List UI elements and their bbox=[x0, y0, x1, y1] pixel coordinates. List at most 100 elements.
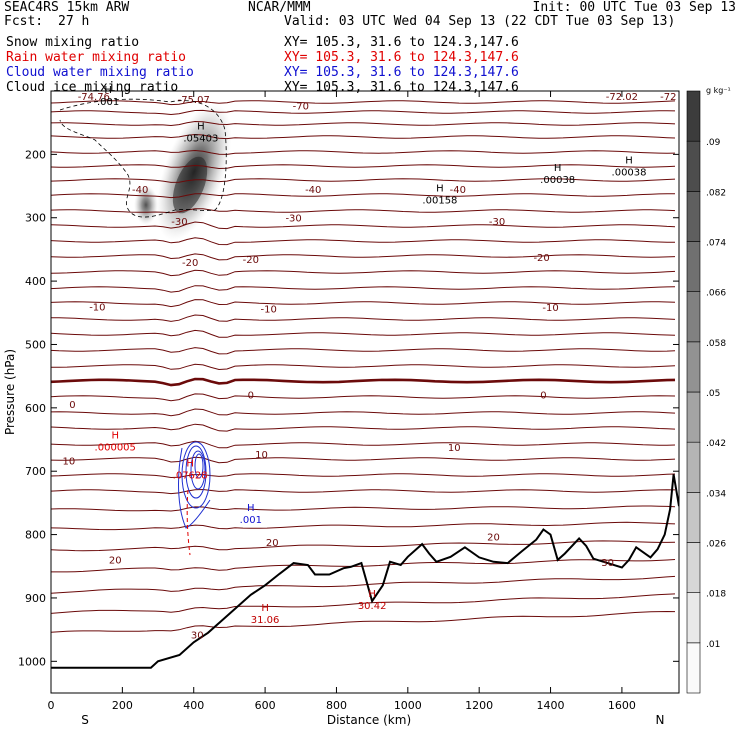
y-tick-label: 500 bbox=[25, 338, 46, 351]
org-label: NCAR/MMM bbox=[248, 0, 311, 15]
isoline bbox=[51, 109, 676, 116]
isotherm-label: 20 bbox=[266, 538, 279, 549]
isoline bbox=[51, 473, 676, 479]
max-marker-h: H bbox=[261, 603, 269, 614]
colorbar-unit: g kg⁻¹ bbox=[706, 86, 731, 95]
maxima-labels: H.05403H.00158H.00038H.00038H.001H.00000… bbox=[95, 85, 647, 626]
y-tick-label: 600 bbox=[25, 402, 46, 415]
cloud-water-contours bbox=[178, 441, 211, 556]
cloud-ice-contour bbox=[59, 98, 227, 218]
colorbar-label: .074 bbox=[706, 239, 726, 249]
field-xy-cloud-water: XY= 105.3, 31.6 to 124.3,147.6 bbox=[284, 65, 519, 80]
field-label-snow: Snow mixing ratio bbox=[6, 35, 140, 50]
init-time: Init: 00 UTC Tue 03 Sep 13 bbox=[532, 0, 737, 15]
isoline bbox=[51, 299, 676, 308]
isotherm-label: -10 bbox=[542, 303, 558, 314]
colorbar-swatch bbox=[686, 191, 701, 242]
max-marker-h: H bbox=[554, 163, 562, 174]
isotherm-label: -72 bbox=[660, 92, 676, 103]
isoline bbox=[51, 377, 676, 387]
colorbar-label: .026 bbox=[706, 540, 726, 550]
colorbar-label: .018 bbox=[706, 590, 726, 600]
x-tick-label: 800 bbox=[326, 699, 347, 712]
max-value-label: .05403 bbox=[183, 133, 218, 144]
colorbar-swatch bbox=[686, 241, 701, 292]
isoline bbox=[51, 610, 676, 633]
isoline bbox=[51, 164, 676, 170]
isotherm-label: 0 bbox=[69, 400, 75, 411]
isotherm-label: -30 bbox=[489, 217, 505, 228]
isotherm-label: -30 bbox=[171, 217, 187, 228]
x-axis-label: Distance (km) bbox=[327, 713, 411, 727]
snow-shading bbox=[134, 103, 232, 241]
isotherm-label: -74.76 bbox=[78, 92, 110, 103]
isotherm-label: -75.07 bbox=[178, 95, 210, 106]
field-label-cloud-water: Cloud water mixing ratio bbox=[6, 65, 194, 80]
max-marker-h: H bbox=[368, 589, 376, 600]
isoline bbox=[51, 521, 676, 531]
isoline bbox=[51, 221, 676, 230]
isotherm-label: 30 bbox=[191, 631, 204, 642]
isotherm-label: -10 bbox=[89, 302, 105, 313]
isoline bbox=[51, 408, 676, 417]
max-marker-h: H bbox=[436, 183, 444, 194]
field-xy-rain: XY= 105.3, 31.6 to 124.3,147.6 bbox=[284, 50, 519, 65]
max-marker-h: H bbox=[186, 458, 194, 469]
colorbar-label: .05 bbox=[706, 389, 720, 399]
max-value-label: .001 bbox=[97, 97, 119, 108]
isoline bbox=[51, 540, 676, 552]
isoline bbox=[51, 253, 676, 261]
x-tick-label: 200 bbox=[112, 699, 133, 712]
isotherm-label: -20 bbox=[533, 253, 549, 264]
isoline bbox=[51, 149, 676, 155]
isoline bbox=[51, 593, 676, 614]
isotherm-label: 10 bbox=[448, 443, 461, 454]
x-tick-label: 1000 bbox=[394, 699, 422, 712]
colorbar-swatch bbox=[686, 441, 701, 493]
model-title: SEAC4RS 15km ARW bbox=[4, 0, 130, 15]
y-tick-label: 200 bbox=[25, 148, 46, 161]
field-xy-snow: XY= 105.3, 31.6 to 124.3,147.6 bbox=[284, 35, 519, 50]
isotherm-label: 10 bbox=[255, 450, 268, 461]
x-tick-label: 400 bbox=[183, 699, 204, 712]
isotherm-label: -40 bbox=[132, 185, 148, 196]
max-value-label: .000005 bbox=[95, 443, 136, 454]
isoline bbox=[51, 269, 676, 277]
max-value-label: .00038 bbox=[612, 168, 647, 179]
field-label-rain: Rain water mixing ratio bbox=[6, 50, 187, 65]
max-value-label: .07628 bbox=[173, 470, 208, 481]
isoline bbox=[51, 423, 676, 432]
y-tick-label: 300 bbox=[25, 212, 46, 225]
isoline bbox=[51, 100, 676, 106]
isoline bbox=[51, 456, 676, 464]
terrain-line bbox=[51, 474, 679, 669]
colorbar-swatch bbox=[686, 391, 701, 443]
x-tick-label: 1600 bbox=[608, 699, 636, 712]
isotherm-label: 0 bbox=[248, 391, 254, 402]
isoline bbox=[51, 488, 676, 495]
max-marker-h: H bbox=[197, 121, 205, 132]
isotherm-label: -30 bbox=[285, 214, 301, 225]
max-marker-h: H bbox=[247, 503, 255, 514]
isoline bbox=[51, 285, 676, 293]
isoline bbox=[51, 193, 675, 199]
x-tick-label: 0 bbox=[48, 699, 55, 712]
y-tick-label: 400 bbox=[25, 275, 46, 288]
colorbar-label: .042 bbox=[706, 439, 726, 449]
isoline bbox=[51, 133, 676, 140]
colorbar-label: .034 bbox=[706, 489, 726, 499]
colorbar-swatch bbox=[686, 291, 701, 343]
colorbar-swatch bbox=[686, 642, 701, 694]
y-tick-label: 900 bbox=[25, 592, 46, 605]
isoline bbox=[51, 347, 676, 355]
y-axis-label: Pressure (hPa) bbox=[3, 349, 17, 435]
isotherm-label: -10 bbox=[260, 304, 276, 315]
isoline bbox=[51, 314, 676, 322]
forecast-hours: 27 h bbox=[58, 14, 90, 29]
max-value-label: 30.42 bbox=[358, 601, 387, 612]
y-tick-label: 1000 bbox=[18, 655, 46, 668]
isoline bbox=[51, 393, 676, 402]
north-marker: N bbox=[656, 713, 665, 727]
